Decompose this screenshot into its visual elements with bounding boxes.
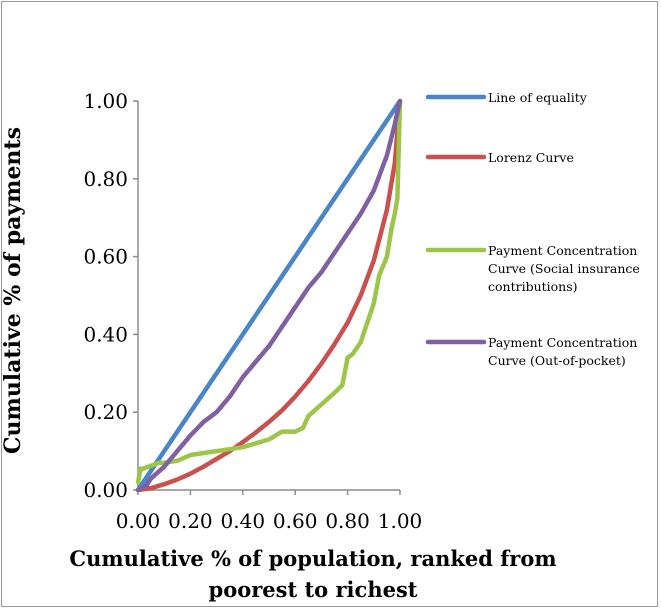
y-tick-label: 0.60	[83, 245, 128, 269]
legend-label-3-line-1: Payment Concentration	[488, 243, 637, 258]
legend-label-3-line-2: Curve (Social insurance	[488, 261, 640, 276]
series-line-2	[135, 98, 403, 493]
x-axis-label-line-1: Cumulative % of population, ranked from	[69, 546, 556, 571]
plot-area	[135, 98, 403, 493]
legend: Line of equality Lorenz Curve Payment Conc…	[425, 90, 640, 368]
legend-label-4-line-1: Payment Concentration	[488, 335, 637, 350]
x-axis-label-line-2: poorest to richest	[209, 577, 418, 602]
y-tick-label: 0.20	[83, 400, 128, 424]
series-line-3	[135, 98, 403, 485]
legend-label-1-line-1: Line of equality	[488, 90, 588, 105]
y-tick-label: 0.40	[83, 322, 128, 346]
x-tick-label: 0.00	[116, 509, 161, 533]
series-line-4	[135, 98, 403, 493]
y-axis-label: Cumulative % of payments	[0, 127, 26, 454]
x-tick-label: 0.60	[273, 509, 318, 533]
y-tick-label: 0.80	[83, 167, 128, 191]
series-line-1	[135, 98, 403, 493]
legend-label-3-line-3: contributions)	[488, 279, 578, 294]
x-tick-label: 0.80	[325, 509, 370, 533]
y-tick-label: 1.00	[83, 89, 128, 113]
y-tick-label: 0.00	[83, 478, 128, 502]
axes	[137, 101, 400, 491]
legend-label-2-line-1: Lorenz Curve	[488, 150, 574, 165]
legend-label-4-line-2: Curve (Out-of-pocket)	[488, 353, 626, 368]
x-tick-label: 0.20	[168, 509, 213, 533]
tick-labels: 0.00 0.20 0.40 0.60 0.80 1.00 0.00 0.20 0.40 0.60…	[83, 89, 422, 533]
x-tick-label: 1.00	[378, 509, 423, 533]
x-tick-label: 0.40	[221, 509, 266, 533]
